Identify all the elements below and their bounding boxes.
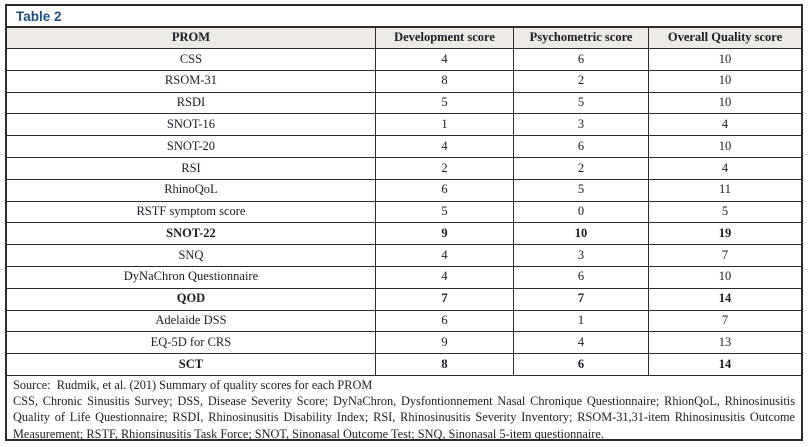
prom-name-cell: CSS	[7, 48, 376, 71]
overall-quality-score-cell: 10	[648, 135, 801, 158]
development-score-cell: 8	[374, 69, 515, 93]
development-score-cell: 5	[374, 200, 515, 224]
development-score-cell: 1	[374, 113, 515, 137]
table-row: SNOT-16 1 3 4	[7, 113, 801, 137]
table-row: RSTF symptom score 5 0 5	[7, 200, 801, 224]
psychometric-score-cell: 1	[513, 309, 650, 333]
table-row: RhinoQoL 6 5 11	[7, 178, 801, 202]
table-body: CSS 4 6 10 RSOM-31 8 2 10 RSDI 5 5 10 SN…	[7, 48, 801, 376]
prom-name-cell: RSOM-31	[7, 69, 376, 93]
column-header-psychometric-score: Psychometric score	[513, 27, 650, 49]
column-header-development-score: Development score	[374, 27, 515, 49]
psychometric-score-cell: 5	[513, 91, 650, 115]
overall-quality-score-cell: 10	[648, 48, 801, 71]
header-row: PROM Development score Psychometric scor…	[7, 27, 801, 49]
table-row: SNQ 4 3 7	[7, 244, 801, 267]
overall-quality-score-cell: 14	[648, 353, 801, 376]
development-score-cell: 5	[374, 91, 515, 115]
development-score-cell: 4	[374, 135, 515, 158]
psychometric-score-cell: 6	[513, 48, 650, 71]
overall-quality-score-cell: 4	[648, 156, 801, 180]
table-row: CSS 4 6 10	[7, 48, 801, 71]
prom-name-cell: RSDI	[7, 91, 376, 115]
psychometric-score-cell: 10	[513, 222, 650, 246]
development-score-cell: 6	[374, 309, 515, 333]
overall-quality-score-cell: 19	[648, 222, 801, 246]
psychometric-score-cell: 0	[513, 200, 650, 224]
table-row: RSOM-31 8 2 10	[7, 69, 801, 93]
psychometric-score-cell: 6	[513, 135, 650, 158]
development-score-cell: 6	[374, 178, 515, 202]
table-row: Adelaide DSS 6 1 7	[7, 309, 801, 333]
table-header: PROM Development score Psychometric scor…	[7, 27, 801, 49]
table-row: RSDI 5 5 10	[7, 91, 801, 115]
table-row: DyNaChron Questionnaire 4 6 10	[7, 265, 801, 289]
prom-name-cell: SNOT-16	[7, 113, 376, 137]
overall-quality-score-cell: 4	[648, 113, 801, 137]
development-score-cell: 4	[374, 244, 515, 267]
psychometric-score-cell: 7	[513, 287, 650, 311]
prom-name-cell: RhinoQoL	[7, 178, 376, 202]
table-footer: Source: Rudmik, et al. (201) Summary of …	[7, 376, 801, 444]
table-row: RSI 2 2 4	[7, 156, 801, 180]
development-score-cell: 8	[374, 353, 515, 376]
prom-quality-table: PROM Development score Psychometric scor…	[7, 27, 801, 376]
overall-quality-score-cell: 14	[648, 287, 801, 311]
prom-name-cell: QOD	[7, 287, 376, 311]
psychometric-score-cell: 3	[513, 244, 650, 267]
table-row: SCT 8 6 14	[7, 353, 801, 376]
development-score-cell: 2	[374, 156, 515, 180]
column-header-overall-quality-score: Overall Quality score	[648, 27, 801, 49]
prom-name-cell: Adelaide DSS	[7, 309, 376, 333]
development-score-cell: 4	[374, 265, 515, 289]
prom-name-cell: SNOT-22	[7, 222, 376, 246]
table-2-frame: Table 2 PROM Development score Psychomet…	[5, 4, 803, 441]
prom-name-cell: SNOT-20	[7, 135, 376, 158]
development-score-cell: 9	[374, 222, 515, 246]
prom-name-cell: RSTF symptom score	[7, 200, 376, 224]
prom-name-cell: SNQ	[7, 244, 376, 267]
psychometric-score-cell: 6	[513, 265, 650, 289]
development-score-cell: 4	[374, 48, 515, 71]
overall-quality-score-cell: 13	[648, 331, 801, 355]
table-title: Table 2	[7, 6, 801, 27]
psychometric-score-cell: 3	[513, 113, 650, 137]
psychometric-score-cell: 2	[513, 69, 650, 93]
column-header-prom: PROM	[7, 27, 376, 49]
source-note: Source: Rudmik, et al. (201) Summary of …	[13, 377, 373, 392]
development-score-cell: 7	[374, 287, 515, 311]
psychometric-score-cell: 2	[513, 156, 650, 180]
overall-quality-score-cell: 7	[648, 244, 801, 267]
overall-quality-score-cell: 7	[648, 309, 801, 333]
prom-name-cell: RSI	[7, 156, 376, 180]
table-row: SNOT-22 9 10 19	[7, 222, 801, 246]
table-row: QOD 7 7 14	[7, 287, 801, 311]
table-row: SNOT-20 4 6 10	[7, 135, 801, 158]
development-score-cell: 9	[374, 331, 515, 355]
prom-name-cell: SCT	[7, 353, 376, 376]
overall-quality-score-cell: 10	[648, 265, 801, 289]
overall-quality-score-cell: 11	[648, 178, 801, 202]
prom-name-cell: EQ-5D for CRS	[7, 331, 376, 355]
psychometric-score-cell: 5	[513, 178, 650, 202]
overall-quality-score-cell: 10	[648, 69, 801, 93]
psychometric-score-cell: 4	[513, 331, 650, 355]
abbreviations-note: CSS, Chronic Sinusitis Survey; DSS, Dise…	[13, 394, 795, 441]
overall-quality-score-cell: 10	[648, 91, 801, 115]
prom-name-cell: DyNaChron Questionnaire	[7, 265, 376, 289]
table-row: EQ-5D for CRS 9 4 13	[7, 331, 801, 355]
psychometric-score-cell: 6	[513, 353, 650, 376]
overall-quality-score-cell: 5	[648, 200, 801, 224]
